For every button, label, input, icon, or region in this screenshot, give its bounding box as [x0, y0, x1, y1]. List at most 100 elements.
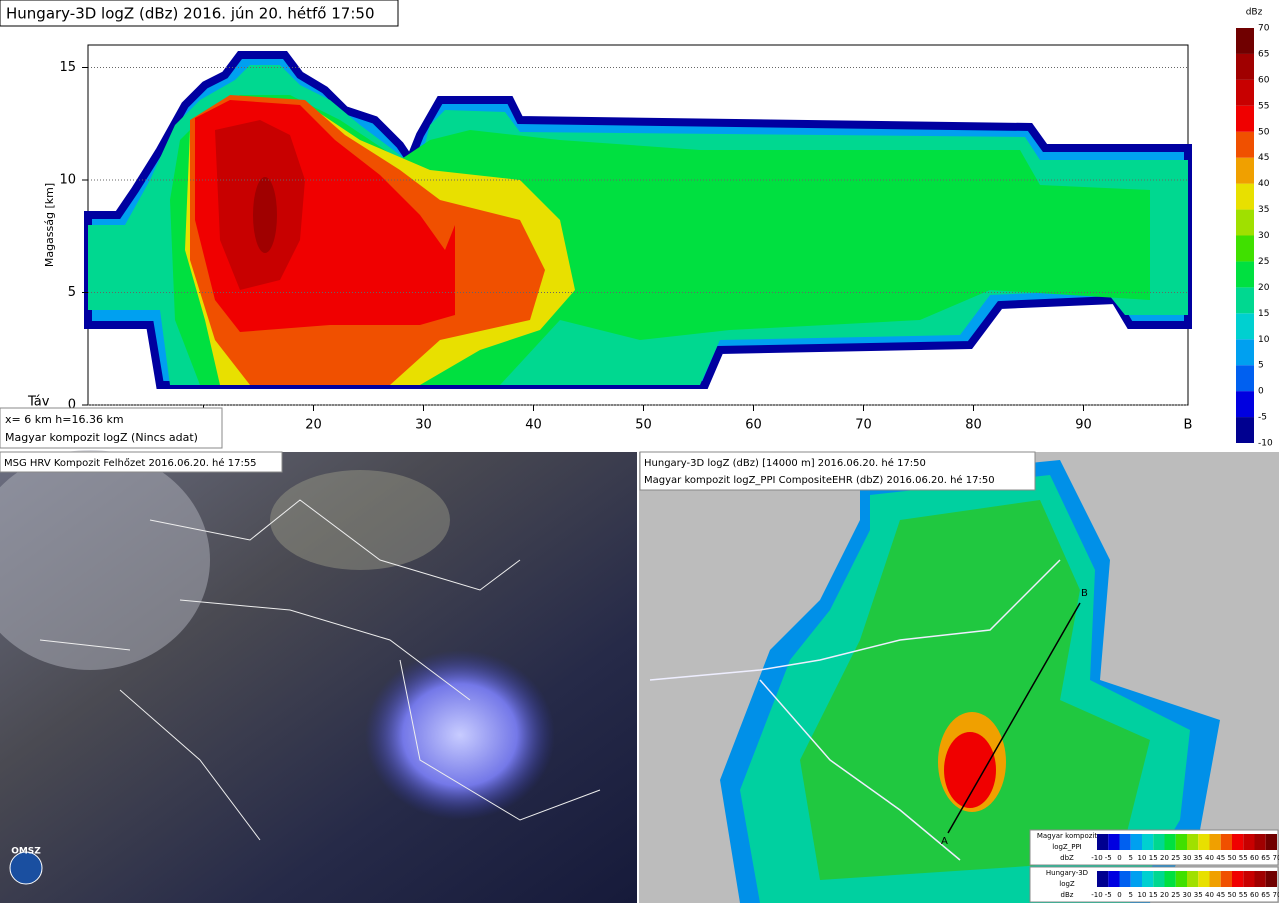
- legend-swatch: [1175, 834, 1187, 850]
- colorbar-label: 20: [1258, 283, 1270, 293]
- legend-tick: 30: [1183, 854, 1192, 862]
- radar-echo: [800, 500, 1150, 880]
- legend-tick: 65: [1261, 854, 1270, 862]
- legend-swatch: [1108, 871, 1120, 887]
- legend-swatch: [1153, 871, 1165, 887]
- info-box: [0, 407, 223, 449]
- legend-tick: 55: [1239, 891, 1248, 899]
- legend-tick: 10: [1138, 891, 1147, 899]
- legend-tick: 70: [1273, 854, 1279, 862]
- legend-tick: 70: [1273, 891, 1279, 899]
- colorbar-segment: [1236, 105, 1254, 132]
- cloud: [0, 450, 210, 670]
- legend-tick: 45: [1216, 854, 1225, 862]
- colorbar-label: 60: [1258, 75, 1270, 85]
- colorbar-label: 5: [1258, 361, 1264, 371]
- colorbar-label: 55: [1258, 101, 1269, 111]
- legend-tick: -5: [1105, 854, 1112, 862]
- legend-swatch: [1198, 834, 1210, 850]
- legend-tick: 50: [1228, 891, 1237, 899]
- core: [253, 177, 277, 253]
- y-axis-label: Magasság [km]: [43, 183, 56, 267]
- y-tick-label: 0: [68, 398, 76, 413]
- colorbar-label: -10: [1258, 439, 1273, 449]
- legend-tick: -5: [1105, 891, 1112, 899]
- legend-swatch: [1220, 834, 1232, 850]
- colorbar-label: 40: [1258, 179, 1270, 189]
- legend-swatch: [1142, 871, 1154, 887]
- legend-tick: 45: [1216, 891, 1225, 899]
- y-tick-label: 10: [59, 173, 76, 188]
- x-tick-label: 80: [965, 418, 982, 433]
- legend-tick: 60: [1250, 891, 1259, 899]
- colorbar-label: 30: [1258, 231, 1270, 241]
- colorbar-segment: [1236, 339, 1254, 366]
- colorbar-segment: [1236, 365, 1254, 392]
- legend-swatch: [1119, 834, 1131, 850]
- legend-tick: 0: [1117, 891, 1121, 899]
- colorbar-segment: [1236, 183, 1254, 210]
- colorbar-label: 35: [1258, 205, 1269, 215]
- legend-swatch: [1097, 871, 1109, 887]
- legend-tick: 35: [1194, 891, 1203, 899]
- legend-swatch: [1232, 871, 1244, 887]
- legend-swatch: [1153, 834, 1165, 850]
- colorbar-label: 65: [1258, 49, 1269, 59]
- x-tick-label: 50: [635, 418, 652, 433]
- borders: [39, 499, 601, 841]
- colorbar-segment: [1236, 417, 1254, 443]
- colorbar-unit: dBz: [1246, 8, 1263, 18]
- legend-tick: 0: [1117, 854, 1121, 862]
- legend-tick: 5: [1129, 854, 1133, 862]
- legend-swatch: [1198, 871, 1210, 887]
- legend-text: dBz: [1061, 891, 1074, 899]
- satellite-title-box: [0, 451, 283, 473]
- point-a: A: [941, 836, 948, 847]
- colorbar-segment: [1236, 28, 1254, 54]
- legend-tick: 15: [1149, 891, 1158, 899]
- legend-tick: 30: [1183, 891, 1192, 899]
- legend-text: logZ_PPI: [1052, 843, 1081, 851]
- legend-tick: 40: [1205, 891, 1214, 899]
- cloud: [270, 470, 450, 570]
- info-line: Magyar kompozit logZ (Nincs adat): [5, 431, 198, 444]
- borders: [649, 559, 1061, 861]
- x-tick-label: 40: [525, 418, 542, 433]
- storm-cloud: [365, 650, 555, 820]
- legend-swatch: [1209, 834, 1221, 850]
- legend-swatch: [1265, 871, 1277, 887]
- legend-text: logZ: [1059, 880, 1075, 888]
- cross-section-title: Hungary-3D logZ (dBz) 2016. jún 20. hétf…: [6, 5, 374, 23]
- logo-text: OMSZ: [11, 847, 41, 857]
- radar-title: Magyar kompozit logZ_PPI CompositeEHR (d…: [644, 474, 995, 486]
- legend-tick: 60: [1250, 854, 1259, 862]
- legend-swatch: [1119, 871, 1131, 887]
- legend-swatch: [1254, 834, 1266, 850]
- colorbar-segment: [1236, 235, 1254, 262]
- colorbar-label: 10: [1258, 335, 1270, 345]
- y-tick-label: 5: [68, 285, 76, 300]
- legend-swatch: [1142, 834, 1154, 850]
- colorbar-segment: [1236, 313, 1254, 340]
- colorbar-segment: [1236, 261, 1254, 288]
- radar-title: Hungary-3D logZ (dBz) [14000 m] 2016.06.…: [644, 457, 926, 469]
- legend-tick: 50: [1228, 854, 1237, 862]
- legend-tick: 65: [1261, 891, 1270, 899]
- logo: [9, 851, 43, 885]
- legend-swatch: [1254, 871, 1266, 887]
- colorbar-label: 15: [1258, 309, 1269, 319]
- legend-swatch: [1187, 834, 1199, 850]
- x-tick-label: 20: [305, 418, 322, 433]
- x-tick-label: 90: [1075, 418, 1092, 433]
- x-tick-label: 70: [855, 418, 872, 433]
- cross-section-field: [84, 51, 1192, 389]
- info-line: x= 6 km h=16.36 km: [5, 413, 124, 426]
- legend-swatch: [1220, 871, 1232, 887]
- legend-tick: -10: [1091, 891, 1102, 899]
- colorbar-segment: [1236, 131, 1254, 158]
- legend-swatch: [1209, 871, 1221, 887]
- legend-text: dbZ: [1060, 854, 1074, 862]
- legend-tick: -10: [1091, 854, 1102, 862]
- legend-swatch: [1187, 871, 1199, 887]
